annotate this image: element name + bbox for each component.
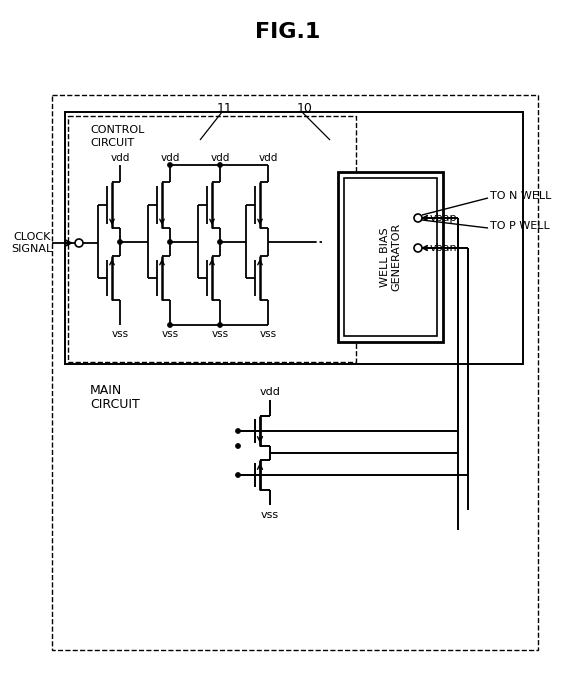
Text: vdd: vdd	[258, 153, 278, 163]
Circle shape	[218, 240, 222, 244]
Text: 11: 11	[217, 102, 233, 114]
Text: FIG.1: FIG.1	[255, 22, 321, 42]
Text: CIRCUIT: CIRCUIT	[90, 397, 140, 410]
Text: vban: vban	[430, 243, 457, 253]
Text: CLOCK: CLOCK	[13, 232, 51, 242]
Circle shape	[414, 214, 422, 222]
Circle shape	[218, 162, 222, 167]
Text: TO P WELL: TO P WELL	[490, 221, 550, 231]
Circle shape	[218, 322, 222, 328]
Circle shape	[75, 239, 83, 247]
Circle shape	[236, 429, 241, 433]
Text: CIRCUIT: CIRCUIT	[90, 138, 134, 148]
Text: CONTROL: CONTROL	[90, 125, 145, 135]
Circle shape	[236, 473, 241, 477]
Text: vdd: vdd	[111, 153, 130, 163]
Text: vdd: vdd	[210, 153, 230, 163]
Text: WELL BIAS
GENERATOR: WELL BIAS GENERATOR	[380, 223, 401, 291]
Circle shape	[168, 322, 172, 328]
Bar	[65, 112, 523, 364]
Text: vdd: vdd	[160, 153, 180, 163]
Circle shape	[236, 443, 241, 448]
Text: 10: 10	[297, 102, 313, 114]
Circle shape	[118, 240, 123, 244]
Bar	[68, 116, 356, 362]
Circle shape	[168, 240, 172, 244]
Text: vss: vss	[261, 510, 279, 520]
Bar	[338, 172, 443, 342]
Text: vss: vss	[259, 329, 276, 339]
Text: vss: vss	[161, 329, 179, 339]
Bar	[344, 178, 437, 336]
Circle shape	[414, 244, 422, 252]
Circle shape	[168, 162, 172, 167]
Text: vbap: vbap	[430, 213, 457, 223]
Bar	[52, 95, 538, 650]
Text: SIGNAL: SIGNAL	[12, 244, 52, 254]
Text: MAIN: MAIN	[90, 383, 122, 397]
Text: vdd: vdd	[260, 387, 281, 397]
Text: vss: vss	[111, 329, 128, 339]
Text: TO N WELL: TO N WELL	[490, 191, 551, 201]
Text: vss: vss	[211, 329, 229, 339]
